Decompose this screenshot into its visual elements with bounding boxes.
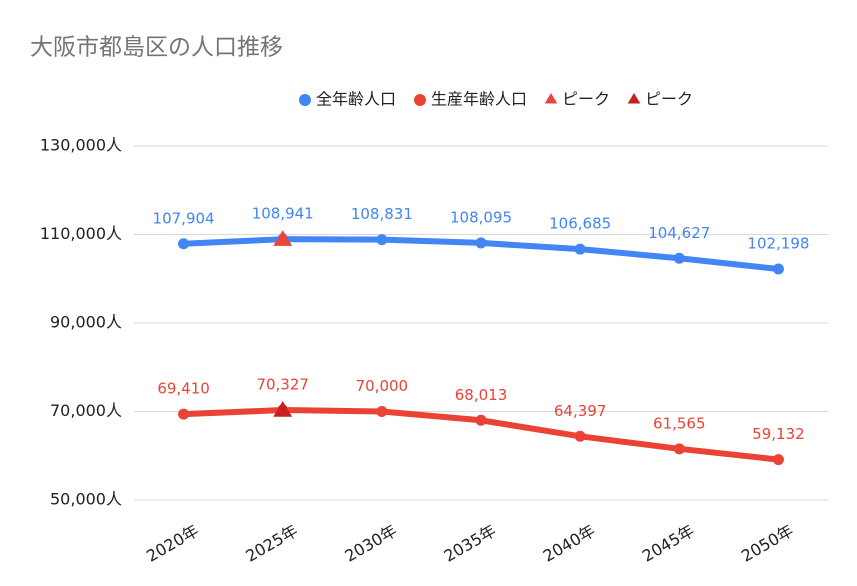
data-label: 104,627 bbox=[648, 224, 710, 242]
data-label: 108,095 bbox=[450, 208, 512, 226]
data-label: 70,327 bbox=[256, 376, 309, 394]
legend: 全年齢人口 生産年齢人口 ピーク ピーク bbox=[298, 90, 693, 109]
data-point bbox=[178, 238, 190, 250]
data-point bbox=[376, 406, 388, 417]
peak-marker bbox=[273, 230, 293, 246]
data-label: 68,013 bbox=[455, 386, 508, 404]
data-label: 106,685 bbox=[549, 215, 611, 233]
y-tick-label: 90,000人 bbox=[50, 313, 122, 332]
data-point bbox=[574, 430, 586, 442]
data-point bbox=[574, 243, 586, 255]
data-point bbox=[673, 443, 685, 455]
y-tick-label: 50,000人 bbox=[50, 490, 122, 509]
data-label: 64,397 bbox=[554, 402, 607, 420]
data-label: 61,565 bbox=[653, 414, 706, 432]
data-point bbox=[475, 414, 487, 426]
y-tick-label: 130,000人 bbox=[40, 136, 122, 155]
legend-label: ピーク bbox=[645, 90, 693, 109]
legend-label: 生産年齢人口 bbox=[431, 90, 527, 109]
data-label: 70,000 bbox=[356, 377, 409, 395]
y-tick-label: 70,000人 bbox=[50, 401, 122, 420]
data-label: 108,831 bbox=[351, 205, 413, 223]
legend-symbol bbox=[627, 93, 641, 104]
data-label: 69,410 bbox=[157, 380, 210, 398]
legend-symbol bbox=[544, 93, 558, 104]
data-label: 102,198 bbox=[747, 235, 809, 253]
data-point bbox=[772, 263, 784, 275]
peak-marker bbox=[273, 401, 293, 417]
legend-label: ピーク bbox=[562, 90, 610, 109]
data-point bbox=[772, 454, 784, 466]
y-tick-label: 110,000人 bbox=[40, 224, 122, 243]
data-point bbox=[673, 252, 685, 264]
data-point bbox=[376, 234, 388, 246]
data-label: 59,132 bbox=[752, 425, 805, 443]
data-label: 108,941 bbox=[252, 205, 314, 223]
legend-symbol bbox=[298, 94, 311, 106]
data-point bbox=[178, 408, 190, 420]
legend-label: 全年齢人口 bbox=[316, 90, 396, 109]
legend-symbol bbox=[413, 94, 426, 106]
data-label: 107,904 bbox=[153, 209, 215, 227]
chart-title: 大阪市都島区の人口推移 bbox=[30, 35, 283, 61]
data-point bbox=[475, 237, 487, 249]
